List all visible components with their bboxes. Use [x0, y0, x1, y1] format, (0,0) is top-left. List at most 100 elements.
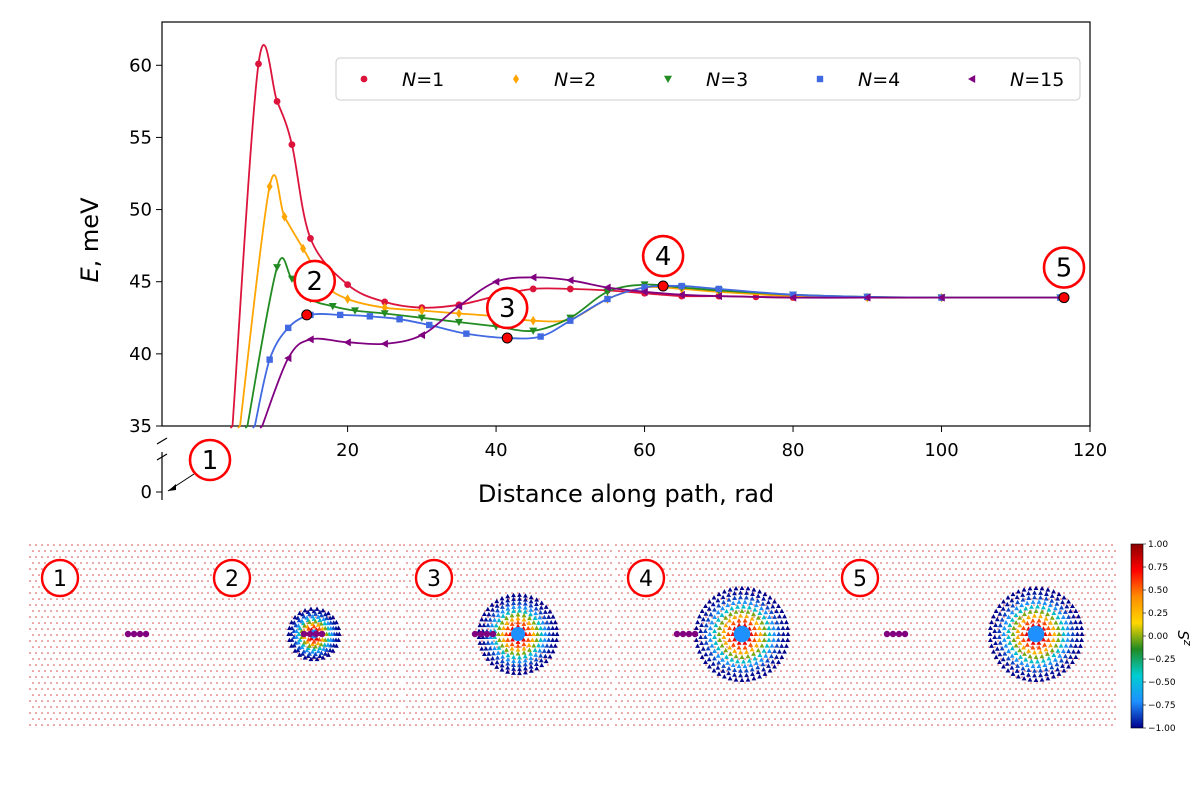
skyrmion-spin	[301, 649, 307, 654]
lattice-spin	[771, 580, 773, 582]
lattice-spin	[273, 604, 275, 606]
lattice-spin	[672, 658, 674, 660]
lattice-spin	[29, 580, 31, 582]
skyrmion-spin	[762, 671, 768, 676]
lattice-spin	[216, 646, 218, 648]
lattice-spin	[176, 646, 178, 648]
lattice-spin	[598, 610, 600, 612]
lattice-spin	[636, 670, 638, 672]
lattice-spin	[454, 586, 456, 588]
skyrmion-spin	[307, 611, 312, 617]
lattice-spin	[720, 694, 722, 696]
lattice-spin	[237, 604, 239, 606]
lattice-spin	[708, 550, 710, 552]
lattice-spin	[633, 628, 635, 630]
lattice-spin	[387, 652, 389, 654]
lattice-spin	[699, 688, 701, 690]
lattice-spin	[62, 706, 64, 708]
lattice-spin	[454, 682, 456, 684]
lattice-spin	[523, 652, 525, 654]
skyrmion-spin	[297, 610, 303, 616]
lattice-spin	[409, 652, 411, 654]
lattice-spin	[705, 568, 707, 570]
lattice-spin	[690, 550, 692, 552]
lattice-spin	[466, 598, 468, 600]
skyrmion-spin	[517, 655, 522, 660]
lattice-spin	[246, 586, 248, 588]
lattice-spin	[550, 682, 552, 684]
lattice-spin	[786, 670, 788, 672]
lattice-spin	[532, 562, 534, 564]
lattice-spin	[520, 706, 522, 708]
lattice-spin	[433, 556, 435, 558]
lattice-spin	[375, 616, 377, 618]
lattice-spin	[562, 658, 564, 660]
lattice-spin	[669, 628, 671, 630]
lattice-spin	[726, 646, 728, 648]
lattice-spin	[185, 640, 187, 642]
skyrmion-spin	[736, 645, 742, 650]
lattice-spin	[234, 622, 236, 624]
lattice-spin	[565, 544, 567, 546]
lattice-spin	[765, 664, 767, 666]
lattice-spin	[246, 550, 248, 552]
lattice-spin	[529, 652, 531, 654]
lattice-spin	[702, 574, 704, 576]
lattice-spin	[170, 610, 172, 612]
skyrmion-spin	[517, 666, 522, 672]
lattice-spin	[511, 676, 513, 678]
lattice-spin	[720, 562, 722, 564]
lattice-spin	[409, 700, 411, 702]
lattice-spin	[675, 688, 677, 690]
lattice-spin	[511, 628, 513, 630]
lattice-spin	[418, 550, 420, 552]
lattice-spin	[466, 610, 468, 612]
data-point	[396, 316, 403, 323]
lattice-spin	[427, 568, 429, 570]
lattice-spin	[390, 610, 392, 612]
lattice-spin	[255, 568, 257, 570]
lattice-spin	[210, 646, 212, 648]
lattice-spin	[116, 634, 118, 636]
lattice-spin	[696, 562, 698, 564]
lattice-spin	[777, 604, 779, 606]
lattice-spin	[771, 604, 773, 606]
lattice-spin	[421, 580, 423, 582]
lattice-spin	[252, 682, 254, 684]
lattice-spin	[792, 622, 794, 624]
lattice-spin	[738, 682, 740, 684]
lattice-spin	[122, 706, 124, 708]
lattice-spin	[378, 562, 380, 564]
lattice-spin	[565, 688, 567, 690]
skyrmion-spin	[528, 660, 534, 665]
lattice-spin	[210, 694, 212, 696]
lattice-spin	[541, 724, 543, 726]
skyrmion-spin	[527, 647, 532, 652]
lattice-spin	[442, 658, 444, 660]
lattice-spin	[303, 688, 305, 690]
lattice-spin	[523, 580, 525, 582]
lattice-spin	[101, 628, 103, 630]
lattice-spin	[164, 562, 166, 564]
lattice-spin	[577, 724, 579, 726]
lattice-spin	[801, 580, 803, 582]
skyrmion-spin	[777, 649, 782, 654]
lattice-spin	[80, 682, 82, 684]
annotation-point	[657, 280, 669, 292]
lattice-spin	[110, 622, 112, 624]
lattice-spin	[604, 622, 606, 624]
lattice-spin	[774, 610, 776, 612]
skyrmion-spin	[511, 608, 517, 613]
lattice-spin	[381, 628, 383, 630]
lattice-spin	[366, 682, 368, 684]
lattice-spin	[568, 586, 570, 588]
lattice-spin	[372, 586, 374, 588]
lattice-spin	[448, 562, 450, 564]
lattice-spin	[454, 634, 456, 636]
skyrmion-spin	[544, 619, 550, 625]
lattice-spin	[146, 610, 148, 612]
lattice-spin	[553, 652, 555, 654]
skyrmion-spin	[742, 645, 748, 650]
lattice-spin	[176, 586, 178, 588]
lattice-spin	[762, 694, 764, 696]
